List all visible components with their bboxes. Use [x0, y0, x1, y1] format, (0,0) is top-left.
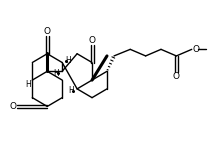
Text: O: O — [89, 36, 96, 45]
Text: O: O — [172, 72, 179, 81]
Text: O: O — [10, 102, 17, 111]
Text: H: H — [25, 80, 31, 89]
Text: H: H — [68, 86, 74, 95]
Text: O: O — [44, 27, 51, 36]
Text: O: O — [192, 45, 199, 54]
Text: H: H — [53, 69, 59, 78]
Text: H: H — [66, 56, 71, 65]
